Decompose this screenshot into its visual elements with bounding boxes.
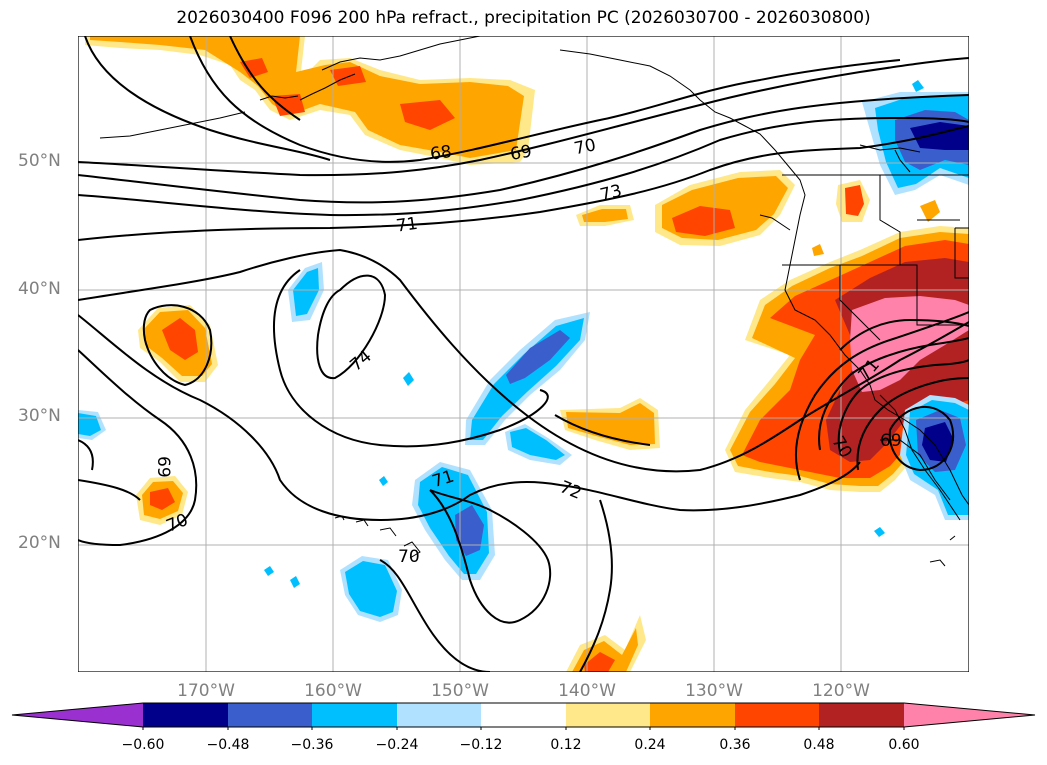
colorbar-tick: 0.48	[803, 737, 835, 753]
precip-negative-area	[510, 428, 565, 460]
contour-label: 68	[429, 142, 453, 165]
contour-label: 70	[398, 547, 420, 567]
colorbar-segment	[650, 703, 735, 727]
colorbar-extend-min	[12, 703, 143, 727]
colorbar-tick: −0.12	[459, 737, 503, 753]
precip-negative-area	[874, 527, 885, 537]
coastlines	[99, 36, 969, 567]
precip-positive-area	[400, 100, 455, 130]
contour-label: 71	[395, 214, 419, 237]
precip-positive-area	[272, 94, 305, 116]
precip-negative-area	[379, 476, 388, 486]
lat-label-20n: 20°N	[18, 533, 61, 553]
precip-negative-area	[506, 330, 570, 384]
precip-positive-area	[584, 652, 615, 672]
lat-label-40n: 40°N	[18, 279, 61, 299]
colorbar-tick: 0.60	[888, 737, 920, 753]
colorbar-extend-max	[904, 703, 1035, 727]
lon-label-130w: 130°W	[685, 681, 743, 701]
precip-positive-area	[850, 296, 969, 392]
precip-negative-area	[264, 566, 274, 576]
colorbar-tick: 0.24	[634, 737, 666, 753]
colorbar-segment	[228, 703, 312, 727]
precip-negative-area	[403, 372, 414, 386]
colorbar-segment	[397, 703, 481, 727]
colorbar-segment	[143, 703, 228, 727]
contour-label: 69	[509, 141, 534, 164]
precip-positive-area	[672, 206, 735, 236]
precip-positive-area	[812, 244, 824, 256]
map-panel: 68 69 70 73 71 74 69 70 71 70 72 71 70 6…	[78, 36, 969, 672]
colorbar-tick: −0.60	[121, 737, 165, 753]
precip-negative-area	[345, 561, 397, 617]
precip-positive-area	[162, 318, 198, 360]
height-contours	[78, 36, 969, 672]
lat-label-30n: 30°N	[18, 406, 61, 426]
colorbar	[11, 702, 1036, 730]
precip-positive-area	[572, 628, 638, 672]
precip-negative-area	[922, 422, 954, 462]
colorbar-tick: −0.24	[375, 737, 419, 753]
lon-label-160w: 160°W	[304, 681, 362, 701]
gridlines	[78, 36, 969, 672]
colorbar-segment	[819, 703, 904, 727]
precip-negative-area	[290, 576, 300, 588]
precip-negative-area	[293, 268, 319, 316]
colorbar-tick: −0.36	[290, 737, 334, 753]
lat-label-50n: 50°N	[18, 151, 61, 171]
colorbar-segment	[312, 703, 397, 727]
colorbar-tick: 0.12	[550, 737, 582, 753]
precip-positive-area	[566, 403, 655, 445]
colorbar-tick: 0.36	[719, 737, 751, 753]
lon-label-120w: 120°W	[812, 681, 870, 701]
lon-label-150w: 150°W	[431, 681, 489, 701]
colorbar-segment	[735, 703, 819, 727]
precip-negative-area	[912, 80, 924, 92]
precip-negative-area	[455, 505, 484, 556]
contour-label: 70	[572, 135, 597, 159]
precip-negative-area	[78, 413, 101, 436]
precip-positive-area	[240, 58, 268, 78]
colorbar-segment	[566, 703, 650, 727]
precip-positive-area	[845, 185, 864, 216]
lon-label-140w: 140°W	[558, 681, 616, 701]
precip-positive-area	[920, 200, 940, 222]
contour-label: 69	[153, 456, 173, 478]
map-title: 2026030400 F096 200 hPa refract., precip…	[176, 8, 871, 28]
colorbar-segment	[481, 703, 566, 727]
lon-label-170w: 170°W	[177, 681, 235, 701]
contour-label: 69	[880, 431, 902, 451]
colorbar-tick: −0.48	[206, 737, 250, 753]
precip-positive-area	[150, 488, 175, 510]
precip-positive-area	[582, 209, 628, 222]
